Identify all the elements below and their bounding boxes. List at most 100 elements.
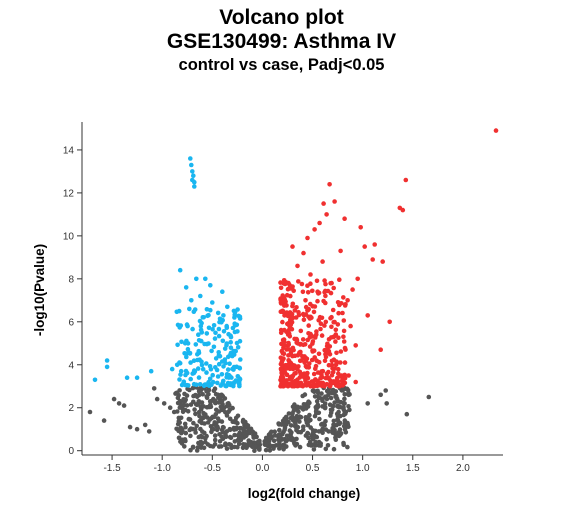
point-ns bbox=[383, 388, 389, 393]
point-up bbox=[307, 316, 313, 321]
point-ns bbox=[211, 426, 216, 432]
point-up bbox=[292, 353, 298, 359]
point-up bbox=[318, 321, 324, 327]
point-up bbox=[331, 334, 337, 339]
point-up bbox=[278, 355, 284, 361]
point-down bbox=[216, 353, 222, 358]
y-tick-label: 14 bbox=[63, 145, 75, 156]
point-ns bbox=[116, 401, 122, 406]
point-up bbox=[346, 373, 351, 378]
point-ns bbox=[303, 415, 309, 420]
point-up bbox=[322, 383, 327, 389]
point-ns bbox=[336, 433, 342, 439]
point-down bbox=[229, 375, 234, 380]
point-up bbox=[334, 359, 339, 364]
point-ns bbox=[294, 426, 299, 431]
y-axis-title: -log10(Pvalue) bbox=[32, 244, 47, 336]
point-down bbox=[175, 342, 180, 348]
point-down bbox=[206, 312, 211, 318]
point-down bbox=[220, 338, 226, 344]
point-ns bbox=[212, 386, 218, 392]
point-ns bbox=[315, 388, 320, 394]
point-ns bbox=[324, 396, 330, 402]
point-down bbox=[224, 323, 229, 329]
point-ns bbox=[184, 403, 190, 408]
point-ns bbox=[292, 441, 297, 447]
point-up bbox=[301, 313, 307, 318]
point-up bbox=[337, 277, 342, 283]
point-ns bbox=[378, 392, 384, 398]
point-ns bbox=[214, 407, 219, 413]
point-ns bbox=[268, 430, 273, 436]
point-ns bbox=[191, 420, 196, 426]
point-down bbox=[180, 381, 186, 386]
point-up bbox=[331, 319, 337, 325]
x-tick-label: -0.5 bbox=[204, 463, 222, 474]
point-ns bbox=[185, 386, 190, 392]
point-ns bbox=[311, 447, 317, 452]
point-down bbox=[210, 327, 215, 332]
point-ns bbox=[300, 427, 306, 433]
point-up bbox=[338, 360, 343, 365]
point-down bbox=[183, 285, 189, 290]
x-tick-label: -1.0 bbox=[154, 463, 172, 474]
x-tick-label: 1.0 bbox=[356, 463, 370, 474]
point-up bbox=[298, 328, 304, 334]
point-up bbox=[308, 281, 313, 287]
point-ns bbox=[257, 438, 262, 444]
point-up bbox=[280, 319, 285, 325]
points-layer bbox=[87, 128, 499, 454]
point-ns bbox=[333, 394, 339, 400]
point-down bbox=[188, 376, 193, 382]
point-ns bbox=[313, 439, 318, 445]
chart-subtitle: GSE130499: Asthma IV bbox=[166, 30, 397, 53]
point-up bbox=[336, 310, 341, 316]
point-ns bbox=[314, 403, 320, 409]
point-ns bbox=[283, 444, 289, 449]
point-down bbox=[208, 283, 213, 288]
point-up bbox=[312, 355, 318, 360]
point-up bbox=[372, 242, 378, 247]
point-up bbox=[323, 293, 328, 299]
point-up bbox=[333, 339, 338, 344]
x-tick-label: 0.0 bbox=[255, 463, 269, 474]
point-up bbox=[322, 347, 328, 353]
point-down bbox=[104, 358, 110, 363]
point-down bbox=[210, 372, 215, 378]
point-up bbox=[298, 342, 303, 347]
point-down bbox=[231, 352, 237, 357]
point-up bbox=[342, 360, 348, 365]
point-down bbox=[232, 315, 237, 320]
point-up bbox=[290, 373, 296, 379]
point-ns bbox=[193, 392, 198, 398]
point-up bbox=[322, 323, 327, 328]
point-up bbox=[311, 371, 317, 377]
point-ns bbox=[220, 429, 226, 435]
point-down bbox=[206, 341, 211, 346]
x-tick-label: 1.5 bbox=[406, 463, 420, 474]
point-ns bbox=[202, 430, 207, 436]
point-up bbox=[309, 333, 314, 339]
point-ns bbox=[312, 433, 317, 438]
point-up bbox=[310, 288, 315, 294]
point-down bbox=[198, 293, 203, 299]
point-ns bbox=[344, 386, 350, 392]
point-ns bbox=[233, 418, 238, 424]
point-ns bbox=[264, 442, 269, 447]
point-up bbox=[365, 313, 371, 318]
point-up bbox=[320, 259, 325, 264]
point-down bbox=[238, 357, 243, 362]
point-ns bbox=[238, 425, 244, 431]
point-ns bbox=[342, 401, 347, 406]
point-ns bbox=[184, 393, 190, 398]
point-up bbox=[341, 334, 346, 340]
point-ns bbox=[198, 385, 203, 391]
point-down bbox=[169, 366, 175, 372]
point-ns bbox=[278, 435, 283, 441]
point-down bbox=[196, 375, 202, 380]
point-down bbox=[190, 177, 195, 183]
point-ns bbox=[342, 392, 348, 397]
point-ns bbox=[190, 445, 196, 450]
point-up bbox=[323, 281, 328, 287]
